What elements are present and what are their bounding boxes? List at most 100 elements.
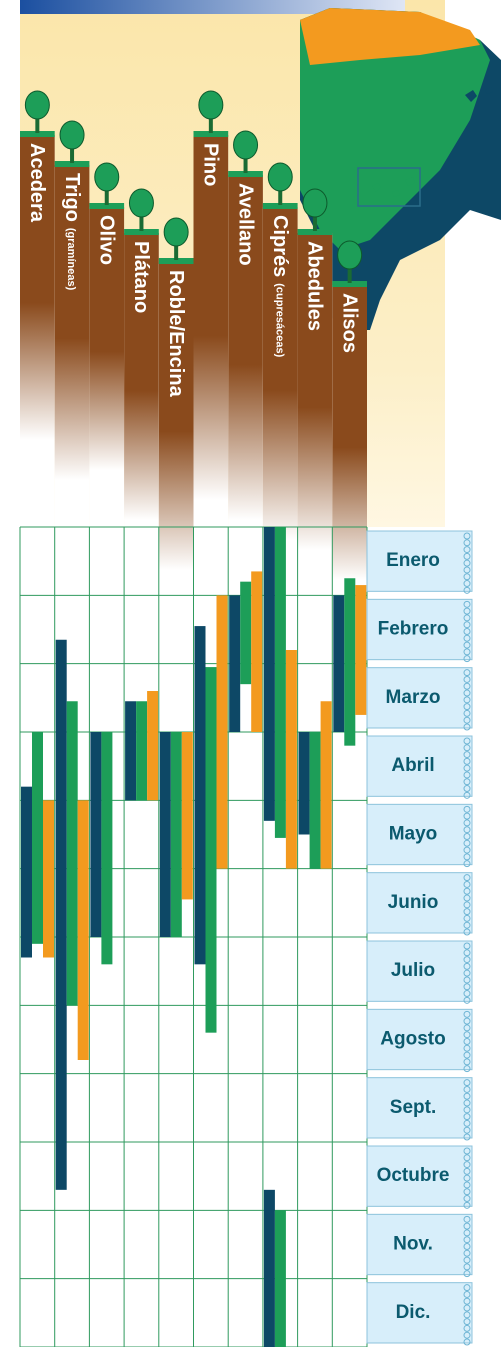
spiral	[463, 1092, 471, 1100]
spiral	[463, 1085, 471, 1093]
spiral	[463, 1044, 471, 1052]
spiral	[463, 846, 471, 854]
spiral	[463, 682, 471, 690]
spiral	[463, 757, 471, 765]
pollen-bar	[66, 701, 78, 1006]
spiral	[463, 1304, 471, 1312]
month-label: Dic.	[396, 1302, 431, 1323]
spiral	[463, 969, 471, 977]
spiral	[463, 990, 471, 998]
plant-trunk	[139, 211, 144, 231]
spiral	[463, 1147, 471, 1155]
column-brown	[54, 165, 90, 480]
spiral	[463, 833, 471, 840]
spiral	[463, 771, 471, 779]
spiral	[463, 1119, 471, 1127]
spiral	[463, 1290, 471, 1298]
column-label: Alisos	[338, 293, 360, 353]
spiral	[463, 1318, 471, 1326]
column-label: Plátano	[130, 241, 152, 313]
columns: Acedera Trigo (gramíneas) Olivo Plátano Roble…	[20, 90, 367, 580]
plant-crown	[59, 120, 85, 150]
column-label: Avellano	[234, 183, 256, 266]
spiral	[463, 942, 471, 950]
spiral	[463, 1161, 471, 1169]
spiral	[463, 1263, 471, 1271]
spiral	[463, 628, 471, 635]
spiral	[463, 737, 471, 745]
plant-trunk	[70, 143, 75, 163]
spiral	[463, 894, 471, 902]
spiral	[463, 600, 471, 608]
spiral	[463, 949, 471, 957]
pollen-bar	[263, 527, 275, 821]
pollen-bar	[170, 732, 182, 937]
spiral	[463, 539, 471, 547]
pollen-bar	[216, 595, 228, 869]
month-label: Julio	[391, 960, 435, 981]
plant-crown	[233, 130, 259, 160]
plant-trunk	[174, 240, 179, 260]
spiral	[463, 914, 471, 922]
spiral	[463, 1297, 471, 1305]
column-cap	[54, 161, 90, 167]
spiral	[463, 566, 471, 574]
spiral	[463, 546, 471, 554]
spiral	[463, 887, 471, 895]
pollen-bar	[240, 581, 252, 685]
spiral	[463, 956, 471, 964]
plant-trunk	[347, 263, 352, 283]
month-label: Octubre	[377, 1165, 450, 1186]
month-tab	[366, 940, 473, 1002]
plant-trunk	[35, 113, 40, 133]
spiral	[463, 1188, 471, 1196]
month-label: Marzo	[386, 687, 441, 708]
month-tab	[366, 1213, 473, 1276]
pollen-bar	[21, 786, 32, 958]
spiral	[463, 1215, 471, 1223]
plant-crown	[302, 188, 328, 218]
spiral	[463, 764, 471, 772]
spiral	[463, 976, 471, 984]
spiral	[463, 1181, 471, 1189]
column-note: (gramíneas)	[65, 228, 77, 291]
column-brown	[193, 135, 229, 500]
plant-crown	[198, 90, 224, 120]
column-note: (cupresáceas)	[273, 283, 285, 357]
spiral	[463, 716, 471, 724]
column-cap	[228, 171, 263, 177]
spiral	[463, 785, 471, 793]
plant-crown	[267, 162, 293, 192]
spiral	[463, 901, 471, 909]
spiral	[463, 641, 471, 649]
spiral	[463, 1222, 471, 1230]
spiral	[463, 921, 471, 929]
spiral	[463, 1311, 471, 1319]
spiral	[463, 778, 471, 786]
pollen-bar	[274, 527, 286, 838]
spiral	[463, 1195, 471, 1203]
spiral	[463, 1270, 471, 1278]
month-tab	[366, 598, 473, 661]
plant-trunk	[312, 211, 317, 231]
column-cap	[297, 229, 333, 235]
spiral	[463, 709, 471, 717]
spiral	[463, 675, 471, 683]
column-label: Trigo	[61, 173, 83, 222]
spiral	[463, 1236, 471, 1244]
column-label: Roble/Encina	[165, 270, 187, 398]
spiral	[463, 1031, 471, 1039]
spiral	[463, 826, 471, 834]
month-tab	[366, 1008, 473, 1071]
spiral	[463, 634, 471, 642]
column-label: Pino	[200, 143, 222, 186]
top-band	[20, 0, 405, 14]
pollen-bar	[43, 800, 54, 958]
month-label: Agosto	[380, 1029, 445, 1050]
pollen-bar	[355, 585, 367, 715]
month-tab	[366, 1145, 473, 1207]
column-brown	[158, 262, 194, 570]
spiral	[463, 880, 471, 888]
month-label: Junio	[388, 892, 439, 913]
plant-trunk	[278, 185, 283, 205]
